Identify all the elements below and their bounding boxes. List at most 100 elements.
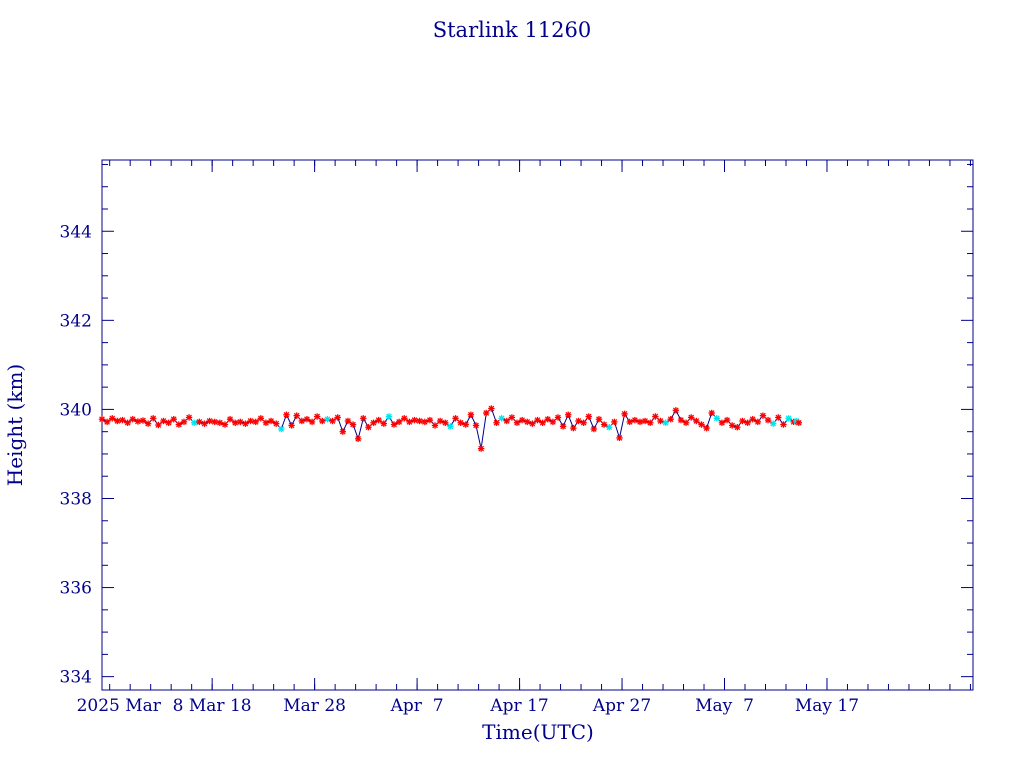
data-point — [267, 417, 275, 425]
series-layer — [98, 405, 802, 452]
data-point — [483, 409, 490, 417]
data-point — [329, 417, 336, 425]
data-point — [165, 419, 172, 426]
x-year-label: 2025 Mar — [77, 696, 162, 716]
data-point — [365, 424, 372, 431]
data-point — [431, 422, 439, 429]
data-point — [585, 413, 592, 420]
y-tick-label: 338 — [60, 489, 92, 509]
data-point — [139, 417, 147, 424]
data-point — [795, 419, 802, 426]
data-point — [134, 418, 142, 425]
data-point — [590, 425, 598, 433]
data-point — [211, 418, 218, 426]
data-point — [144, 420, 152, 427]
data-point — [775, 414, 782, 421]
y-tick-label: 334 — [60, 668, 92, 688]
data-point — [308, 418, 316, 426]
data-point — [426, 416, 434, 424]
data-point — [155, 421, 162, 429]
data-point — [354, 435, 362, 443]
data-point — [319, 417, 326, 425]
data-point — [600, 421, 608, 428]
data-point — [677, 416, 685, 424]
x-tick-label: Apr 17 — [489, 696, 548, 716]
data-point — [457, 419, 464, 426]
data-point — [575, 417, 582, 425]
axis-tick-labels: 334 336 338 340 342 344 8 Mar 18 Mar 28 Apr 7 Apr… — [60, 222, 860, 716]
data-point — [447, 423, 454, 430]
data-point — [242, 420, 249, 427]
data-point — [98, 416, 106, 423]
data-point — [647, 419, 654, 426]
data-point — [442, 419, 449, 426]
data-point — [708, 409, 715, 417]
data-point — [549, 418, 557, 426]
data-point — [150, 415, 157, 422]
data-point — [129, 416, 136, 423]
data-point — [390, 421, 398, 428]
x-tick-label: Apr 27 — [592, 696, 651, 716]
data-point — [713, 415, 721, 422]
data-point — [109, 415, 116, 422]
data-point — [170, 416, 177, 423]
data-point — [518, 416, 526, 424]
data-point — [595, 416, 603, 423]
data-point — [754, 418, 762, 426]
data-point — [739, 417, 746, 425]
data-point — [631, 416, 639, 424]
data-point — [785, 415, 792, 422]
data-point — [606, 424, 613, 431]
data-point — [611, 418, 618, 426]
data-point — [201, 420, 208, 427]
data-point — [395, 418, 403, 426]
data-point — [232, 419, 239, 426]
data-point — [524, 418, 531, 426]
y-tick-label: 336 — [60, 579, 92, 599]
data-point — [119, 416, 126, 424]
data-point — [667, 416, 674, 423]
data-point — [344, 417, 352, 425]
data-point — [734, 424, 741, 431]
data-point — [462, 421, 469, 428]
data-point — [580, 419, 587, 426]
data-point — [759, 412, 767, 419]
data-point — [114, 417, 121, 425]
data-point — [349, 421, 357, 428]
data-point — [682, 419, 690, 426]
data-point — [175, 421, 183, 428]
plot-frame — [101, 159, 974, 691]
data-point — [728, 422, 736, 429]
data-point — [508, 414, 516, 421]
x-axis-label: Time(UTC) — [482, 720, 594, 744]
data-point — [436, 417, 444, 425]
data-point — [273, 420, 280, 427]
data-point — [452, 415, 459, 422]
axis-ticks — [102, 160, 973, 690]
data-point — [416, 417, 423, 425]
data-point — [621, 410, 628, 418]
data-point — [385, 413, 393, 420]
data-point — [503, 417, 510, 425]
y-tick-label: 342 — [60, 311, 92, 331]
data-point — [334, 414, 341, 421]
data-point — [488, 405, 495, 412]
data-point — [313, 413, 321, 420]
data-point — [124, 419, 131, 426]
data-point — [718, 419, 726, 426]
data-point — [636, 418, 644, 426]
data-point — [421, 418, 428, 426]
data-point — [723, 416, 731, 424]
data-point — [641, 417, 649, 425]
data-point — [237, 418, 244, 426]
data-point — [616, 434, 623, 442]
data-point — [288, 422, 295, 429]
data-point — [216, 419, 224, 426]
x-tick-label: Mar 28 — [283, 696, 346, 716]
data-point — [539, 419, 546, 426]
data-point — [380, 420, 387, 427]
data-point — [693, 417, 700, 425]
chart-title: Starlink 11260 — [433, 18, 592, 42]
data-point — [749, 416, 756, 423]
